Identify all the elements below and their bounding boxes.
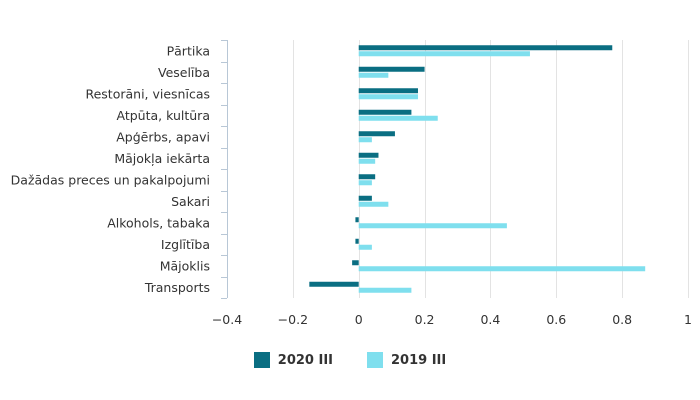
bar-2020-9: [355, 238, 359, 244]
bar-2019-6: [358, 180, 372, 186]
bar-2020-6: [358, 174, 376, 180]
bar-2019-1: [358, 72, 389, 78]
legend-swatch-2020: [253, 352, 270, 368]
category-label-10: Mājoklis: [160, 258, 210, 273]
bar-2019-11: [358, 287, 412, 293]
category-label-0: Pārtika: [167, 43, 210, 58]
x-tick-label-6: 0.8: [612, 312, 632, 327]
bar-2020-1: [358, 66, 425, 72]
bar-2019-10: [358, 266, 646, 272]
legend-label-2020: 2020 III: [277, 352, 333, 368]
legend-item-2019[interactable]: 2019 III: [367, 352, 446, 368]
x-tick-label-2: 0: [355, 312, 363, 327]
bar-2019-2: [358, 94, 418, 100]
category-label-6: Dažādas preces un pakalpojumi: [11, 172, 210, 187]
category-label-1: Veselība: [158, 65, 210, 80]
legend-item-2020[interactable]: 2020 III: [253, 352, 333, 368]
category-label-8: Alkohols, tabaka: [107, 215, 210, 230]
bar-2019-5: [358, 158, 376, 164]
bar-2019-4: [358, 137, 372, 143]
bar-2019-8: [358, 223, 507, 229]
x-tick-label-3: 0.2: [415, 312, 435, 327]
x-tick-label-0: −0.4: [212, 312, 242, 327]
legend-swatch-2019: [367, 352, 383, 368]
bar-2020-5: [358, 152, 379, 158]
category-label-9: Izglītība: [161, 237, 210, 252]
x-tick-label-1: −0.2: [278, 312, 308, 327]
category-label-5: Mājokļa iekārta: [114, 151, 210, 166]
x-tick-label-5: 0.6: [546, 312, 566, 327]
category-label-4: Apģērbs, apavi: [116, 129, 210, 144]
category-label-7: Sakari: [171, 194, 210, 209]
legend-label-2019: 2019 III: [391, 352, 447, 368]
bar-2019-9: [358, 244, 372, 250]
bar-2020-0: [358, 45, 613, 51]
bar-2020-3: [358, 109, 412, 115]
bar-2020-2: [358, 88, 418, 94]
legend: 2020 III 2019 III: [0, 352, 700, 368]
x-tick-label-7: 1: [684, 312, 692, 327]
bar-2020-8: [355, 217, 359, 223]
category-label-2: Restorāni, viesnīcas: [85, 86, 210, 101]
bar-2019-0: [358, 51, 530, 57]
bar-2020-4: [358, 131, 395, 137]
bar-2020-10: [352, 260, 359, 266]
bar-2020-7: [358, 195, 372, 201]
bar-2020-11: [309, 281, 359, 287]
category-label-11: Transports: [144, 280, 210, 295]
x-tick-label-4: 0.4: [480, 312, 500, 327]
category-label-3: Atpūta, kultūra: [117, 108, 210, 123]
bar-2019-3: [358, 115, 438, 121]
bar-2019-7: [358, 201, 389, 207]
